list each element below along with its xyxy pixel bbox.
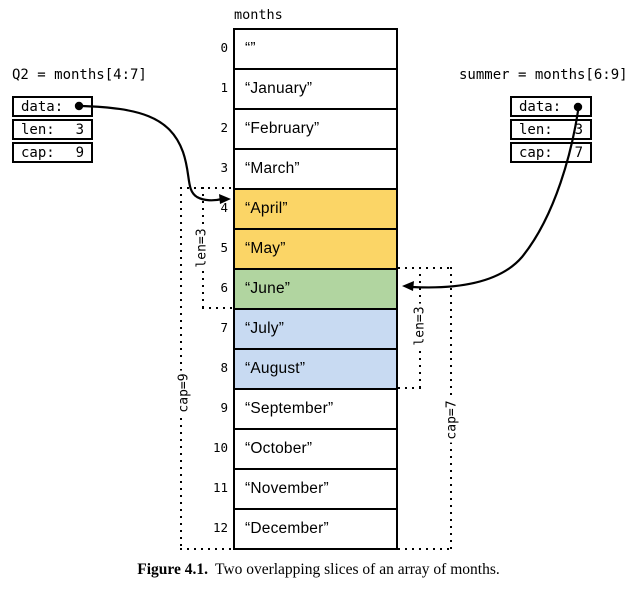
q2-len-bracket-bottom-line bbox=[202, 307, 233, 309]
array-cell-value: “February” bbox=[245, 120, 320, 137]
array-cell-value: “November” bbox=[245, 480, 329, 497]
summer-cap-bracket-label: cap=7 bbox=[444, 397, 460, 443]
array-cell-9: “September” bbox=[233, 388, 398, 430]
array-cell-value: “August” bbox=[245, 360, 306, 377]
array-index-label: 0 bbox=[220, 40, 228, 55]
array-cell-7: “July” bbox=[233, 308, 398, 350]
summer-bracket-top-line bbox=[398, 267, 452, 269]
q2-cap-bracket-line bbox=[180, 187, 182, 548]
summer-field-data: data: bbox=[510, 96, 592, 117]
array-cell-value: “January” bbox=[245, 80, 313, 97]
q2-field-cap: cap: 9 bbox=[12, 142, 93, 163]
q2-slice-title: Q2 = months[4:7] bbox=[12, 67, 147, 83]
array-cell-1: “January” bbox=[233, 68, 398, 110]
array-cell-5: “May” bbox=[233, 228, 398, 270]
summer-slice-title: summer = months[6:9] bbox=[459, 67, 628, 83]
summer-len-bracket-bottom-line bbox=[398, 387, 421, 389]
array-cell-value: “April” bbox=[245, 200, 288, 217]
array-cell-11: “November” bbox=[233, 468, 398, 510]
array-index-label: 12 bbox=[212, 520, 228, 535]
array-cell-value: “September” bbox=[245, 400, 334, 417]
array-index-label: 7 bbox=[220, 320, 228, 335]
summer-field-len: len: 3 bbox=[510, 119, 592, 140]
summer-len-bracket-label: len=3 bbox=[412, 303, 428, 349]
array-cell-4: “April” bbox=[233, 188, 398, 230]
summer-len-value: 3 bbox=[574, 121, 583, 138]
summer-field-cap: cap: 7 bbox=[510, 142, 592, 163]
summer-cap-label: cap: bbox=[519, 144, 553, 161]
array-cell-value: “December” bbox=[245, 520, 329, 537]
q2-len-value: 3 bbox=[75, 121, 84, 138]
q2-cap-value: 9 bbox=[75, 144, 84, 161]
array-index-label: 1 bbox=[220, 80, 228, 95]
figure-caption-number: Figure 4.1. bbox=[137, 561, 208, 578]
q2-len-bracket-label: len=3 bbox=[194, 225, 210, 271]
q2-cap-label: cap: bbox=[21, 144, 55, 161]
summer-len-label: len: bbox=[519, 121, 553, 138]
q2-struct: data: len: 3 cap: 9 bbox=[12, 96, 93, 165]
array-cell-value: “October” bbox=[245, 440, 313, 457]
array-cell-2: “February” bbox=[233, 108, 398, 150]
summer-data-label: data: bbox=[519, 98, 562, 115]
summer-pointer-arrowhead-icon bbox=[402, 281, 414, 291]
summer-struct: data: len: 3 cap: 7 bbox=[510, 96, 592, 165]
array-cell-6: “June” bbox=[233, 268, 398, 310]
array-index-label: 9 bbox=[220, 400, 228, 415]
array-index-label: 3 bbox=[220, 160, 228, 175]
array-index-label: 10 bbox=[212, 440, 228, 455]
q2-field-len: len: 3 bbox=[12, 119, 93, 140]
q2-field-data: data: bbox=[12, 96, 93, 117]
array-index-label: 2 bbox=[220, 120, 228, 135]
array-cell-value: “” bbox=[245, 40, 256, 57]
months-array: “” “January” “February” “March” “April” “May”… bbox=[233, 28, 398, 552]
figure-caption: Figure 4.1. Two overlapping slices of an … bbox=[0, 561, 637, 579]
q2-data-label: data: bbox=[21, 98, 64, 115]
array-cell-3: “March” bbox=[233, 148, 398, 190]
array-cell-value: “June” bbox=[245, 280, 291, 297]
summer-cap-value: 7 bbox=[574, 144, 583, 161]
summer-cap-bracket-bottom-line bbox=[398, 548, 452, 550]
array-index-label: 8 bbox=[220, 360, 228, 375]
array-index-label: 11 bbox=[212, 480, 228, 495]
array-title: months bbox=[234, 7, 283, 23]
array-index-label: 6 bbox=[220, 280, 228, 295]
q2-cap-bracket-bottom-line bbox=[180, 548, 233, 550]
q2-len-label: len: bbox=[21, 121, 55, 138]
array-index-label: 4 bbox=[220, 200, 228, 215]
q2-cap-bracket-label: cap=9 bbox=[176, 370, 192, 416]
array-cell-10: “October” bbox=[233, 428, 398, 470]
q2-bracket-top-line bbox=[180, 187, 233, 189]
array-cell-value: “July” bbox=[245, 320, 285, 337]
array-cell-value: “May” bbox=[245, 240, 286, 257]
array-cell-0: “” bbox=[233, 28, 398, 70]
array-cell-value: “March” bbox=[245, 160, 300, 177]
array-cell-12: “December” bbox=[233, 508, 398, 550]
array-cell-8: “August” bbox=[233, 348, 398, 390]
array-index-label: 5 bbox=[220, 240, 228, 255]
figure-caption-text: Two overlapping slices of an array of mo… bbox=[215, 561, 500, 578]
